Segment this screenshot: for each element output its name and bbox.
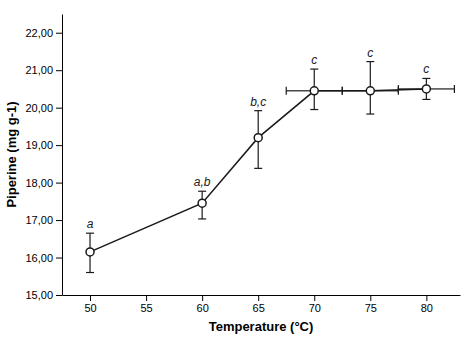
tick-label: 65 — [253, 302, 265, 314]
tick-label: 80 — [421, 302, 433, 314]
tick-mark — [426, 295, 427, 301]
tick: 18,00 — [25, 177, 62, 189]
annotations: a a,b b,c c c c — [87, 46, 430, 232]
x-axis: 50 55 60 65 70 75 80 — [63, 295, 461, 314]
tick-mark — [90, 295, 91, 301]
tick-mark — [56, 145, 62, 146]
tick: 15,00 — [25, 289, 62, 301]
error-bars — [254, 111, 262, 169]
tick: 70 — [309, 295, 321, 314]
tick-mark — [56, 33, 62, 34]
annotation: a,b — [194, 175, 211, 189]
tick-label: 19,00 — [25, 139, 53, 151]
tick-label: 50 — [84, 302, 96, 314]
tick-mark — [56, 258, 62, 259]
annotation: c — [423, 62, 429, 76]
tick-label: 20,00 — [25, 102, 53, 114]
tick-label: 60 — [197, 302, 209, 314]
tick: 21,00 — [25, 64, 62, 76]
tick-mark — [314, 295, 315, 301]
error-cap — [422, 78, 430, 79]
tick-mark — [370, 295, 371, 301]
error-cap — [366, 113, 374, 114]
point — [422, 85, 430, 93]
tick-label: 17,00 — [25, 214, 53, 226]
tick-mark — [56, 183, 62, 184]
annotation: c — [311, 53, 317, 67]
error-cap — [398, 85, 399, 93]
tick-mark — [258, 295, 259, 301]
chart: 50 55 60 65 70 75 80 15,00 16,00 17,00 18,00 19,00 2… — [0, 0, 474, 339]
tick: 60 — [197, 295, 209, 314]
error-cap — [310, 68, 318, 69]
x-axis-title: Temperature (°C) — [209, 319, 314, 334]
tick-label: 15,00 — [25, 289, 53, 301]
error-cap — [310, 109, 318, 110]
tick: 19,00 — [25, 139, 62, 151]
tick-label: 22,00 — [25, 27, 53, 39]
tick-label: 16,00 — [25, 252, 53, 264]
tick: 65 — [253, 295, 265, 314]
error-cap — [86, 233, 94, 234]
tick-mark — [56, 295, 62, 296]
annotation: b,c — [250, 95, 266, 109]
tick-label: 70 — [309, 302, 321, 314]
axis-line — [63, 295, 461, 296]
tick: 16,00 — [25, 252, 62, 264]
error-cap — [254, 110, 262, 111]
tick: 55 — [140, 295, 152, 314]
tick-label: 21,00 — [25, 64, 53, 76]
y-axis-title: Piperine (mg g-1) — [4, 101, 19, 207]
tick-label: 18,00 — [25, 177, 53, 189]
point — [198, 199, 206, 207]
point — [86, 248, 94, 256]
point — [310, 87, 318, 95]
annotation: a — [87, 217, 94, 231]
plot-area — [86, 62, 454, 273]
error-cap — [422, 99, 430, 100]
error-cap — [254, 168, 262, 169]
point — [254, 134, 262, 142]
axis-line — [62, 15, 63, 296]
tick: 75 — [365, 295, 377, 314]
error-cap — [342, 87, 343, 95]
tick: 80 — [421, 295, 433, 314]
tick: 20,00 — [25, 102, 62, 114]
tick-label: 75 — [365, 302, 377, 314]
error-cap — [198, 218, 206, 219]
error-cap — [342, 87, 343, 95]
tick-mark — [56, 70, 62, 71]
error-bars — [286, 69, 342, 109]
tick-label: 55 — [140, 302, 152, 314]
tick: 17,00 — [25, 214, 62, 226]
point — [366, 87, 374, 95]
error-cap — [286, 87, 287, 95]
line — [90, 89, 426, 252]
error-cap — [366, 61, 374, 62]
tick: 50 — [84, 295, 96, 314]
error-bars — [86, 233, 94, 272]
annotation: c — [367, 46, 373, 60]
tick: 22,00 — [25, 27, 62, 39]
error-bars — [342, 62, 398, 114]
error-cap — [198, 191, 206, 192]
error-bars — [198, 191, 206, 219]
tick-mark — [202, 295, 203, 301]
tick-mark — [56, 220, 62, 221]
error-bars — [398, 78, 454, 99]
y-axis: 15,00 16,00 17,00 18,00 19,00 20,00 21,00 22,00 — [25, 15, 62, 302]
error-cap — [86, 272, 94, 273]
tick-mark — [146, 295, 147, 301]
tick-mark — [56, 108, 62, 109]
error-cap — [454, 85, 455, 93]
